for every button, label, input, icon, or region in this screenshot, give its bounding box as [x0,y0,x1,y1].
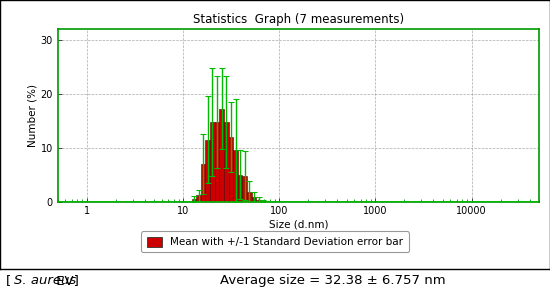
Bar [201,164,206,202]
Text: S. aureus: S. aureus [14,274,76,287]
Bar [224,122,229,202]
Y-axis label: Number (%): Number (%) [28,84,38,147]
Bar [261,201,266,202]
Bar [210,122,214,202]
Bar [233,150,238,202]
Bar [256,200,261,202]
Bar [191,199,196,202]
Bar [219,109,224,202]
Title: Statistics  Graph (7 measurements): Statistics Graph (7 measurements) [193,13,404,26]
Bar [229,137,233,202]
Text: [: [ [6,274,11,287]
Legend: Mean with +/-1 Standard Deviation error bar: Mean with +/-1 Standard Deviation error … [141,232,409,252]
Bar [196,195,201,202]
Bar [214,122,219,202]
Bar [206,139,210,202]
Bar [243,176,247,202]
X-axis label: Size (d.nm): Size (d.nm) [268,219,328,229]
Bar [238,175,243,202]
Bar [252,197,256,202]
Text: Average size = 32.38 ± 6.757 nm: Average size = 32.38 ± 6.757 nm [220,274,446,287]
Bar [247,192,252,202]
Text: EV]: EV] [52,274,79,287]
